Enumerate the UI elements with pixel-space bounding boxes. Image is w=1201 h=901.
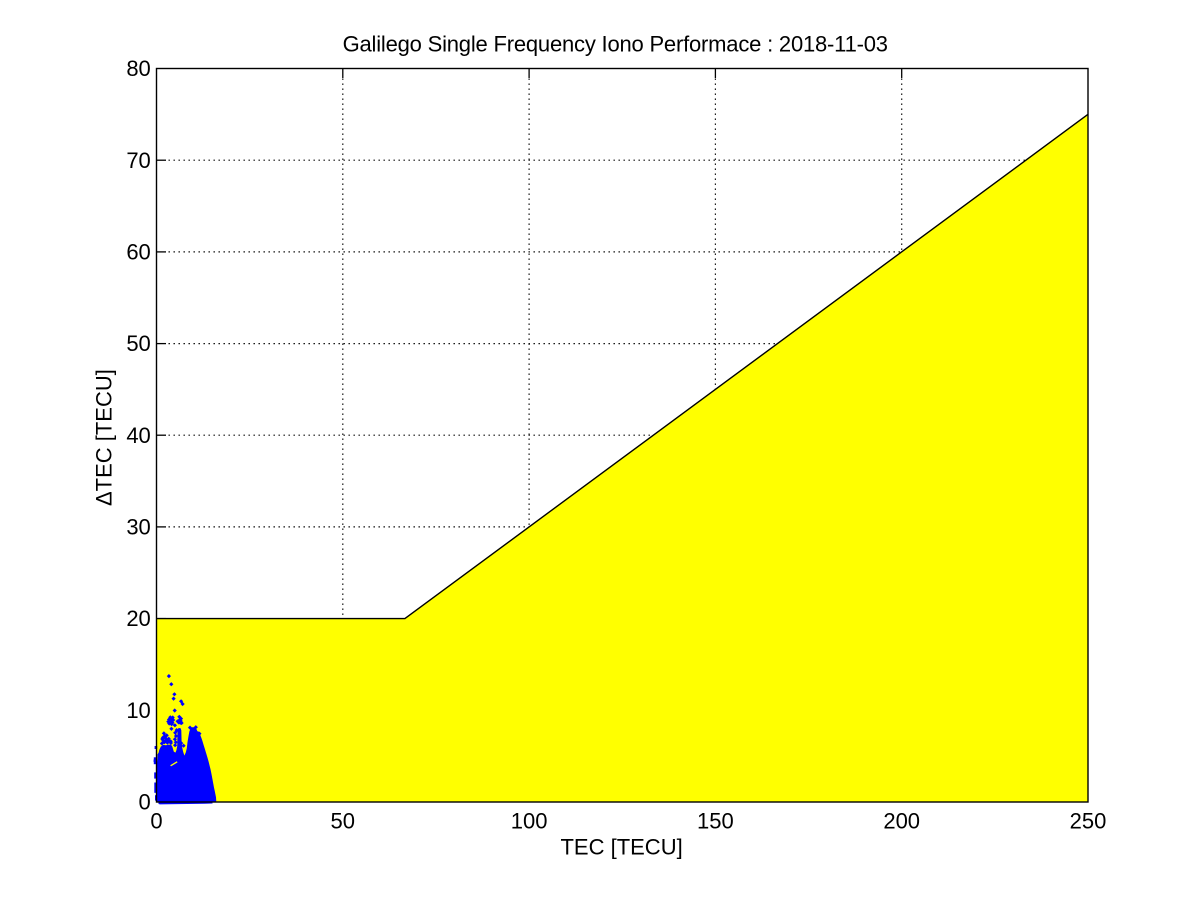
- svg-text:200: 200: [883, 808, 920, 833]
- svg-text:150: 150: [697, 808, 734, 833]
- svg-text:TEC [TECU]: TEC [TECU]: [560, 834, 682, 859]
- svg-text:ΔTEC [TECU]: ΔTEC [TECU]: [92, 369, 117, 506]
- svg-text:30: 30: [126, 515, 150, 540]
- svg-text:40: 40: [126, 423, 150, 448]
- svg-text:50: 50: [331, 808, 355, 833]
- svg-text:Galilego Single Frequency Iono: Galilego Single Frequency Iono Performac…: [343, 31, 888, 56]
- svg-text:10: 10: [126, 698, 150, 723]
- svg-text:100: 100: [511, 808, 548, 833]
- svg-text:50: 50: [126, 331, 150, 356]
- svg-text:0: 0: [150, 808, 162, 833]
- svg-text:250: 250: [1070, 808, 1107, 833]
- svg-text:80: 80: [126, 56, 150, 81]
- svg-text:0: 0: [139, 790, 151, 815]
- svg-text:70: 70: [126, 148, 150, 173]
- svg-text:20: 20: [126, 606, 150, 631]
- svg-text:60: 60: [126, 240, 150, 265]
